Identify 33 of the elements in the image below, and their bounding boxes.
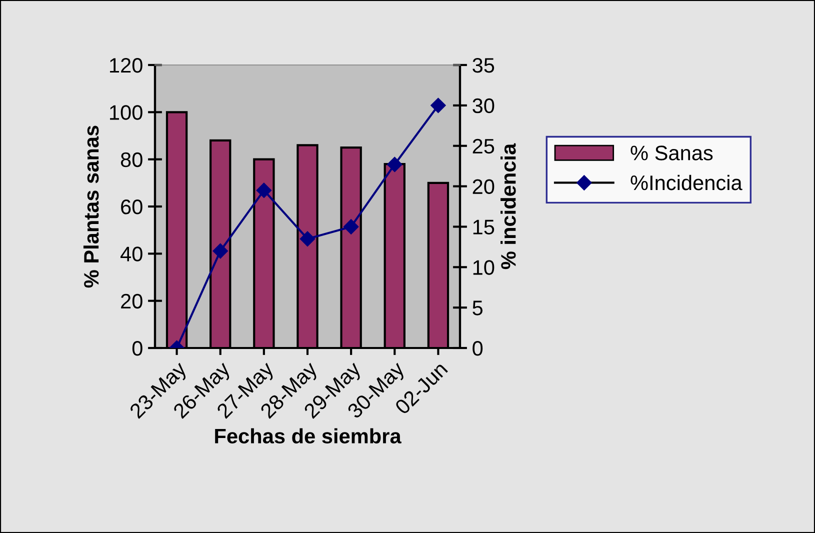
y-axis-title: % Plantas sanas	[83, 126, 99, 288]
y2-axis-title: % incidencia	[500, 143, 516, 270]
legend-label: %Incidencia	[630, 174, 742, 190]
bar	[166, 111, 188, 348]
bar	[384, 163, 406, 348]
y-tick-label: 40	[120, 246, 142, 262]
point	[387, 156, 402, 172]
point	[256, 182, 272, 198]
bar	[340, 146, 362, 348]
x-axis-title: Fechas de siembra	[215, 428, 402, 444]
point	[300, 231, 316, 246]
y2-tick-label: 30	[472, 98, 494, 114]
y-tick-label: 100	[110, 105, 142, 120]
legend-label: % Sanas	[630, 146, 713, 160]
y2-tick-label: 25	[472, 138, 494, 154]
bar	[253, 158, 275, 348]
y2-tick-label: 15	[473, 220, 494, 234]
y2-tick-label: 35	[472, 58, 494, 73]
y2-tick-label: 20	[472, 179, 494, 194]
y-tick-label: 60	[121, 200, 142, 214]
y2-tick-label: 0	[472, 341, 483, 356]
bar	[210, 139, 232, 348]
y2-tick-label: 10	[473, 260, 494, 275]
y-tick-label: 20	[121, 294, 142, 309]
y-tick-label: 0	[132, 341, 142, 356]
bar	[427, 182, 450, 348]
point	[344, 219, 359, 234]
y2-tick-label: 5	[472, 300, 483, 316]
bar	[296, 144, 318, 348]
point	[430, 98, 446, 113]
point	[212, 243, 228, 259]
y-tick-label: 120	[110, 58, 142, 73]
y-tick-label: 80	[120, 152, 142, 168]
